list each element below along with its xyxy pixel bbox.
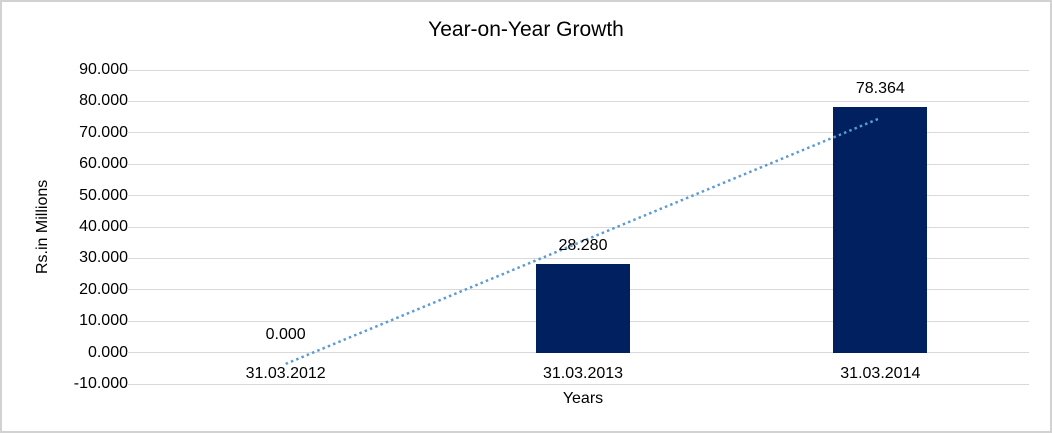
gridline (127, 226, 1029, 228)
y-tick-label: 30.000 (79, 249, 128, 267)
y-tick-label: 60.000 (79, 155, 128, 173)
y-tick-label: 0.000 (87, 343, 128, 361)
data-label: 0.000 (265, 325, 306, 343)
trendline-path (285, 116, 881, 366)
category-label: 31.03.2013 (542, 364, 624, 382)
data-label: 78.364 (855, 79, 905, 97)
x-axis-title: Years (562, 390, 604, 407)
category-label: 31.03.2014 (840, 364, 921, 382)
category-label: 31.03.2012 (245, 364, 326, 382)
plot-area: 0.000 28.280 78.364 31.03.2012 31.03.2013 31… (127, 69, 1029, 385)
gridline (127, 195, 1029, 197)
y-tick-label: 20.000 (79, 280, 128, 298)
gridline (127, 257, 1029, 259)
gridline (127, 132, 1029, 134)
bar (833, 106, 928, 353)
trendline (285, 116, 881, 366)
gridline (127, 352, 1029, 354)
y-tick-label: 40.000 (79, 218, 128, 235)
gridline (127, 69, 1029, 71)
y-tick-label: 90.000 (79, 61, 128, 78)
y-tick-label: -10.000 (73, 375, 128, 392)
y-tick-label: 70.000 (79, 123, 128, 141)
data-label: 28.280 (558, 236, 608, 254)
gridline (127, 163, 1029, 165)
y-tick-label: 10.000 (79, 312, 128, 330)
y-tick-label: 80.000 (79, 92, 128, 110)
y-tick-label: 50.000 (79, 186, 128, 204)
bar (536, 263, 630, 353)
chart-title: Year-on-Year Growth (428, 18, 624, 41)
gridline (127, 100, 1029, 102)
gridline (127, 383, 1029, 385)
